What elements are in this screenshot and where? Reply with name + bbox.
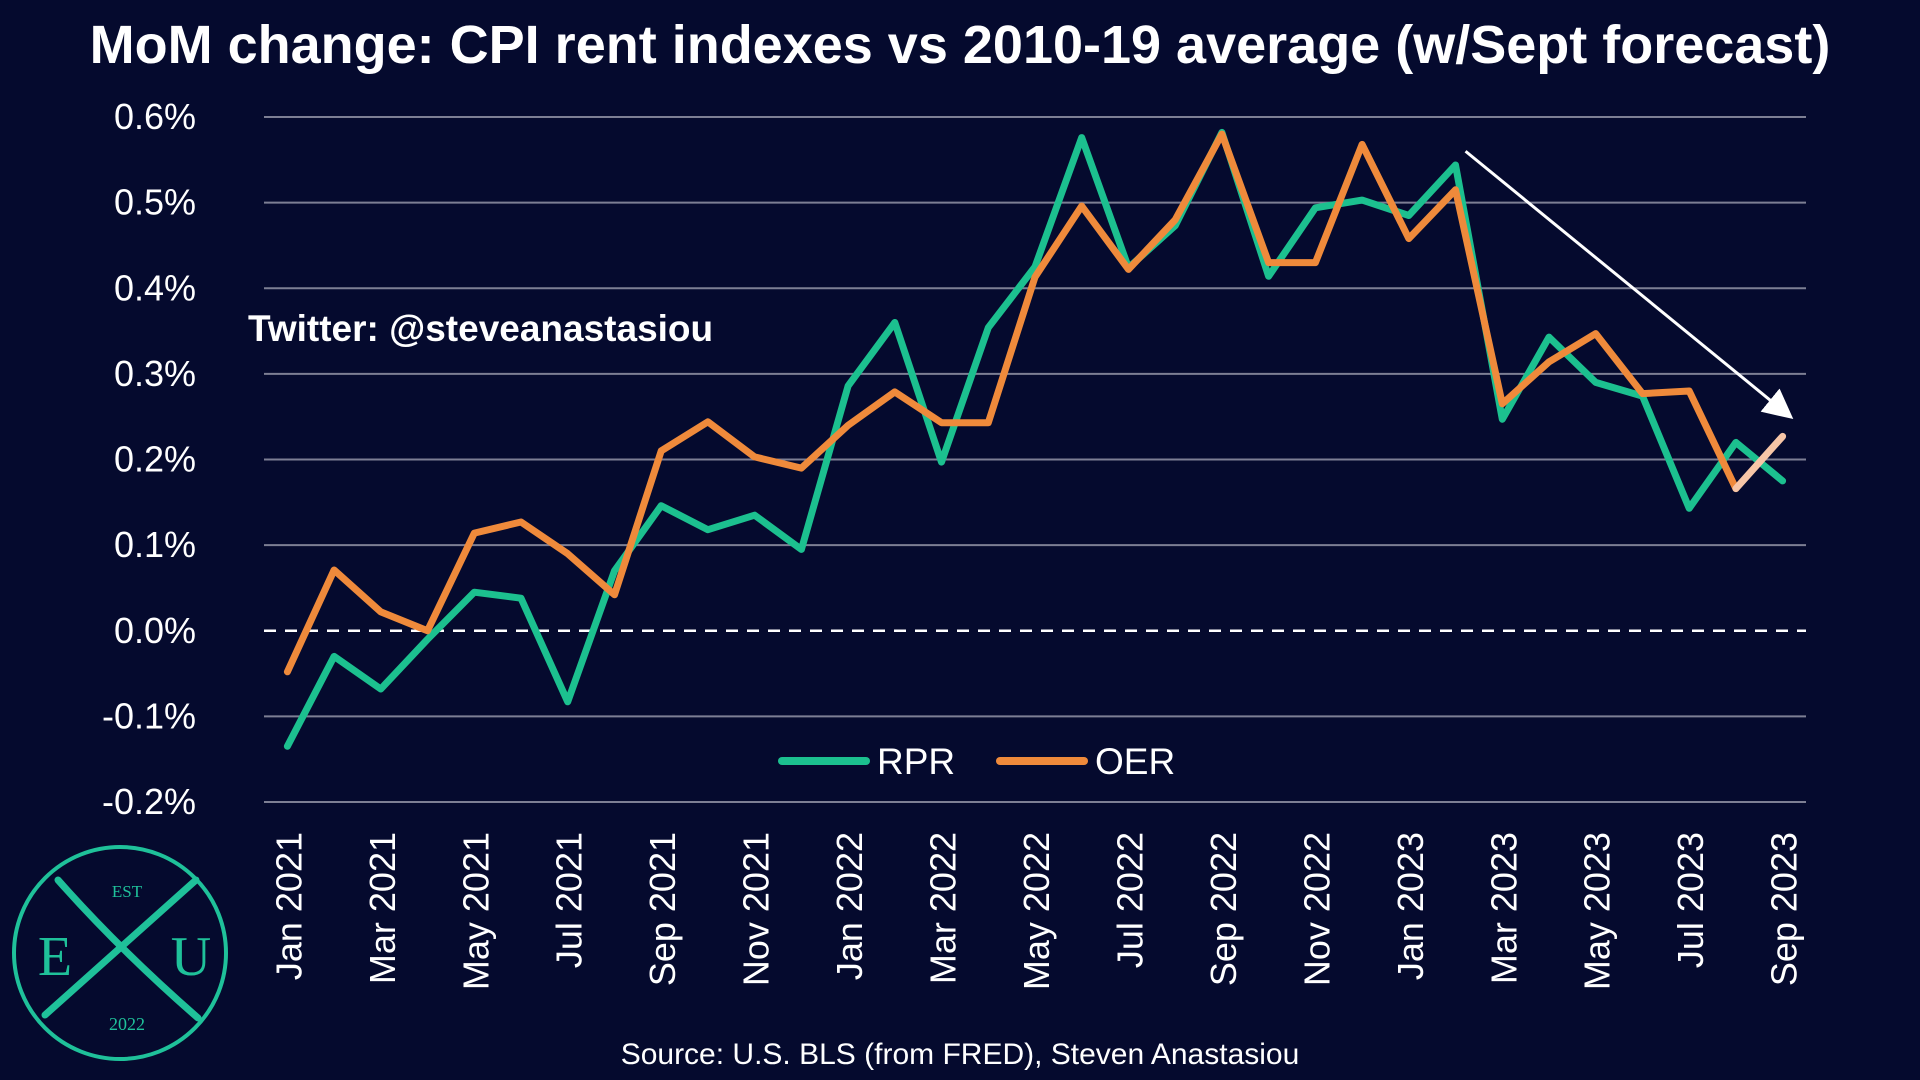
x-tick-label: Nov 2021 bbox=[736, 832, 777, 986]
x-tick-label: Mar 2023 bbox=[1483, 832, 1524, 984]
source-note: Source: U.S. BLS (from FRED), Steven Ana… bbox=[620, 1038, 1300, 1071]
y-tick-label: 0.5% bbox=[114, 182, 196, 223]
logo-year-text: 2022 bbox=[109, 1014, 145, 1034]
logo-letter-e: E bbox=[38, 926, 72, 988]
forecast-segment-oer bbox=[1732, 432, 1787, 493]
trend-annotation bbox=[1464, 150, 1794, 420]
x-tick-label: Jul 2023 bbox=[1670, 832, 1711, 968]
x-axis-tick-labels: Jan 2021 Mar 2021 May 2021 Jul 2021 Sep 2021… bbox=[268, 832, 1804, 990]
legend-rpr-label: RPR bbox=[877, 741, 955, 782]
y-tick-label: 0.0% bbox=[114, 610, 196, 651]
x-tick-label: Sep 2022 bbox=[1203, 832, 1244, 986]
logo-ring bbox=[12, 845, 228, 1061]
x-tick-label: May 2021 bbox=[455, 832, 496, 990]
x-tick-label: May 2023 bbox=[1577, 832, 1618, 990]
series-line-oer bbox=[283, 130, 1740, 676]
logo-cross-stroke-2 bbox=[54, 876, 202, 1022]
legend-oer-label: OER bbox=[1095, 741, 1175, 782]
logo-est-text: EST bbox=[112, 882, 143, 901]
y-tick-label: 0.1% bbox=[114, 524, 196, 565]
x-tick-label: Jan 2022 bbox=[829, 832, 870, 980]
logo: EST E U 2022 bbox=[12, 845, 228, 1061]
x-tick-label: Jan 2023 bbox=[1390, 832, 1431, 980]
y-axis-tick-labels: -0.2% -0.1% 0.0% 0.1% 0.2% 0.3% 0.4% 0.5% 0.6% bbox=[102, 96, 196, 822]
x-tick-label: May 2022 bbox=[1016, 832, 1057, 990]
logo-letter-u: U bbox=[171, 926, 211, 988]
watermark-text: Twitter: @steveanastasiou bbox=[248, 308, 713, 349]
downtrend-arrow bbox=[1464, 150, 1794, 420]
series-line-rpr bbox=[283, 128, 1787, 750]
x-tick-label: Jan 2021 bbox=[268, 832, 309, 980]
y-tick-label: -0.2% bbox=[102, 781, 196, 822]
x-tick-label: Nov 2022 bbox=[1296, 832, 1337, 986]
y-tick-label: -0.1% bbox=[102, 695, 196, 736]
x-tick-label: Mar 2021 bbox=[362, 832, 403, 984]
x-tick-label: Jul 2022 bbox=[1109, 832, 1150, 968]
x-tick-label: Sep 2023 bbox=[1764, 832, 1805, 986]
gridlines bbox=[264, 116, 1806, 803]
x-tick-label: Jul 2021 bbox=[549, 832, 590, 968]
y-tick-label: 0.4% bbox=[114, 267, 196, 308]
x-tick-label: Mar 2022 bbox=[923, 832, 964, 984]
legend: RPR OER bbox=[778, 741, 1175, 782]
y-tick-label: 0.3% bbox=[114, 353, 196, 394]
series-lines bbox=[283, 128, 1787, 750]
y-tick-label: 0.6% bbox=[114, 96, 196, 137]
y-tick-label: 0.2% bbox=[114, 439, 196, 480]
chart-title: MoM change: CPI rent indexes vs 2010-19 … bbox=[89, 15, 1831, 75]
x-tick-label: Sep 2021 bbox=[642, 832, 683, 986]
